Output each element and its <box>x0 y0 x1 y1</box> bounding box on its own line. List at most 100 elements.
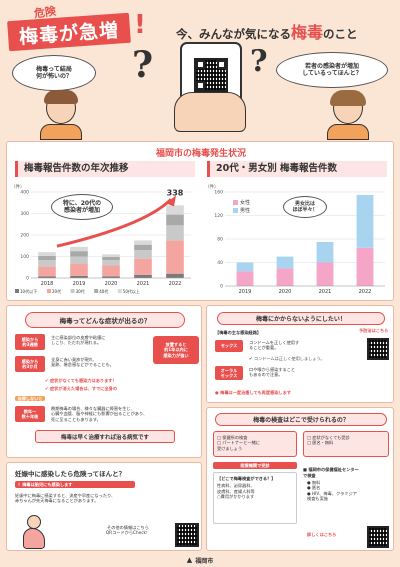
clinic-box: 【どこで梅毒検査ができる？】 性病科、泌尿器科、 皮膚科、産婦人科等 ○費用がか… <box>213 472 297 524</box>
question-mark-icon: ? <box>132 44 154 86</box>
bar-segment <box>38 252 56 256</box>
testing-panel: 梅毒の検査はどこで受けられるの？ □ 保健所の検査 □ パートナーと一緒に 受け… <box>206 407 394 551</box>
left-chart-title: 梅毒報告件数の年次推移 <box>15 161 195 177</box>
bar-segment <box>70 275 88 278</box>
pregnancy-text: 妊娠中に梅毒に感染すると、流産や早産になったり、 赤ちゃんが先天梅毒になることが… <box>15 493 116 504</box>
bar-segment <box>166 225 184 241</box>
prevention-subtitle: 【梅毒の主な感染経路】 <box>215 330 262 335</box>
status-title: 福岡市の梅毒発生状況 <box>155 149 246 159</box>
bar-segment <box>70 251 88 257</box>
symptoms-question-text: 梅毒ってどんな症状が出るの？ <box>59 317 151 325</box>
stage2-label: 感染から 約3か月 <box>15 356 45 372</box>
checkbox-icon: □ <box>307 440 313 446</box>
prevention-note: ✔ コンドームは正しく使用しましょう。 <box>249 356 325 361</box>
bar-segment <box>316 262 334 286</box>
hand-illustration <box>174 92 246 132</box>
pregnancy-badge: ！梅毒は胎児にも感染します <box>15 481 135 489</box>
x-tick-label: 2020 <box>279 289 292 295</box>
y-tick-label: 40 <box>217 260 223 266</box>
prevention-panel: 梅毒にかからないようにしたい！ 【梅毒の主な感染経路】 予防法はこちら セックス… <box>206 305 394 403</box>
prevention-qr-code[interactable] <box>367 338 389 360</box>
person-left-illustration <box>38 90 84 140</box>
bar-segment <box>70 246 88 252</box>
x-tick-label: 2020 <box>105 281 118 287</box>
pregnancy-panel: 妊娠中に感染したら危険ってほんと？ ！梅毒は胎児にも感染します 妊娠中に梅毒に感… <box>6 462 202 551</box>
bar-segment <box>38 266 56 277</box>
check-icon: ✔ <box>45 386 50 391</box>
bar-segment <box>166 214 184 226</box>
bar-segment <box>166 205 184 215</box>
legend-swatch <box>70 289 75 293</box>
x-tick-label: 2021 <box>137 281 150 287</box>
bar-segment <box>166 273 184 278</box>
bar-segment <box>276 256 294 269</box>
route-sex-tag: セックス <box>215 340 243 352</box>
stage1-label: 感染から 約3週間 <box>15 334 45 350</box>
bar-segment <box>236 262 254 272</box>
footer: ▲ 福岡市 <box>0 553 400 567</box>
stage1-text: 主に感染部位の皮膚や粘膜に しこり、ただれが現れる。 <box>51 335 106 346</box>
legend-swatch <box>117 289 122 293</box>
legend-label: 30代 <box>76 288 85 294</box>
y-axis-label: （件） <box>205 183 219 190</box>
prevention-link[interactable]: 予防法はこちら <box>359 328 389 333</box>
bar-segment <box>70 256 88 265</box>
alert-icon: ● <box>215 390 221 395</box>
gender-callout-text: 男女比は ほぼ半々！ <box>292 200 318 213</box>
y-tick-label: 200 <box>20 233 29 239</box>
legend-swatch <box>15 289 19 293</box>
building-icon: ■ <box>303 467 309 473</box>
legend-label: 50代以上 <box>123 288 140 294</box>
late-tag: 治療しないと <box>15 396 45 402</box>
bar-segment <box>102 260 120 266</box>
subtitle-pre: 今、みんなが気になる <box>176 27 291 41</box>
x-tick-label: 2019 <box>239 289 252 295</box>
y-tick-label: 160 <box>214 190 223 196</box>
symptoms-question: 梅毒ってどんな症状が出るの？ <box>25 312 185 328</box>
y-tick-label: 400 <box>20 190 29 196</box>
reinfection-note: ● 梅毒は一度治癒しても再度感染します <box>215 390 291 395</box>
qr-code-icon[interactable] <box>194 58 228 92</box>
legend-swatch <box>233 200 238 205</box>
health-center-link[interactable]: 詳しくはこちら <box>307 532 337 537</box>
bar-segment <box>134 244 152 251</box>
more-info-text: その他の情報はこちら QRコードからCheck！ <box>105 525 151 536</box>
legend-swatch <box>233 208 238 213</box>
x-tick-label: 2022 <box>359 289 372 295</box>
checkbox-icon: □ <box>217 440 223 446</box>
symptoms-panel: 梅毒ってどんな症状が出るの？ 感染から 約3週間 主に感染部位の皮膚や粘膜に し… <box>6 305 202 458</box>
city-logo-icon: ▲ <box>186 556 193 564</box>
bar-segment <box>102 254 120 257</box>
y-tick-label: 0 <box>220 284 223 290</box>
bar-segment <box>70 264 88 276</box>
warning-2: ✔ 症状が消えた場合は、すでに全身の <box>45 386 118 391</box>
more-info-qr-code[interactable] <box>175 523 199 547</box>
pregnant-woman-illustration <box>19 515 49 549</box>
legend-label: 10代以下 <box>20 288 37 294</box>
trend-arrow <box>56 198 173 248</box>
subtitle-emphasis: 梅毒 <box>291 23 324 42</box>
testing-qr-code[interactable] <box>367 526 389 548</box>
footer-org: 福岡市 <box>195 557 214 565</box>
gender-callout: 男女比は ほぼ半々！ <box>283 196 327 218</box>
bar-segment <box>38 260 56 267</box>
status-panel: 福岡市の梅毒発生状況 梅毒報告件数の年次推移 20代・男女別 梅毒報告件数 （件… <box>6 141 394 301</box>
legend-swatch <box>94 289 99 293</box>
early-treatment-banner: 梅毒は早く治療すれば治る病気です <box>35 430 175 443</box>
right-chart-title: 20代・男女別 梅毒報告件数 <box>207 161 387 177</box>
growth-callout-text: 特に、20代の 感染者が増加 <box>62 199 102 215</box>
bar-segment <box>166 240 184 274</box>
legend-swatch <box>47 289 51 293</box>
exclaim-mark: ! <box>134 10 146 40</box>
late-text: 晩期梅毒の場合、様々な臓器に障害を生じ、 心臓や血管、脳や神経にも影響が出ること… <box>51 406 148 422</box>
prevention-title: 梅毒にかからないようにしたい！ <box>217 312 385 325</box>
route-oral-text: 口や喉から感染すること もあるので注意。 <box>249 367 296 378</box>
y-tick-label: 80 <box>217 237 223 243</box>
y-tick-label: 300 <box>20 211 29 217</box>
late-label: 数年〜 数十年後 <box>15 406 45 422</box>
bubble-left: 梅毒って結局 何が怖いの？ <box>12 55 96 91</box>
question-mark-icon: ? <box>250 44 268 79</box>
bar-segment <box>134 274 152 278</box>
x-tick-label: 2018 <box>41 281 54 287</box>
main-title-text: 梅毒が急増 <box>18 19 120 48</box>
